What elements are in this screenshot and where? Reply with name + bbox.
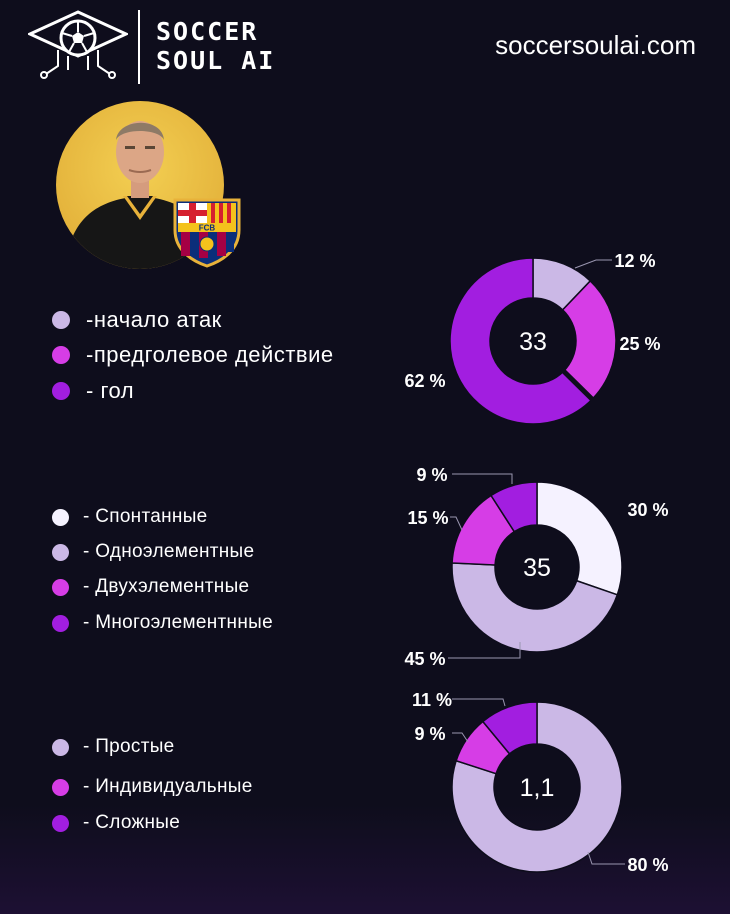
svg-text:FCB: FCB <box>199 224 216 233</box>
legend-label: - Многоэлементнные <box>83 612 273 633</box>
header: SOCCER SOUL AI soccersoulai.com <box>0 0 730 100</box>
fc-barcelona-crest: FCB <box>173 198 241 268</box>
slice-percent-label: 45 % <box>404 649 445 669</box>
donut-center-label: 33 <box>519 328 547 356</box>
legend-swatch <box>52 579 69 596</box>
slice-percent-label: 80 % <box>627 855 668 875</box>
brand-name: SOCCER SOUL AI <box>156 17 275 75</box>
legend-label: - Индивидуальные <box>83 776 253 797</box>
donut-slice <box>449 257 594 425</box>
donut-slice <box>490 481 538 533</box>
legend-swatch <box>52 509 69 526</box>
legend-label: - гол <box>86 378 135 403</box>
leader-line <box>452 473 513 484</box>
brand-line-1: SOCCER <box>156 17 259 46</box>
leader-line <box>452 732 469 743</box>
site-url: soccersoulai.com <box>495 30 696 60</box>
legend-swatch <box>52 544 69 561</box>
legend-label: - Двухэлементные <box>83 576 250 597</box>
logo-divider <box>138 10 140 84</box>
leader-line <box>452 698 506 707</box>
legend-label: - Простые <box>83 736 175 757</box>
donut-center-label: 1,1 <box>520 774 555 802</box>
legend-swatch <box>52 739 69 756</box>
donut-slice <box>561 279 617 401</box>
slice-percent-label: 25 % <box>619 334 660 354</box>
legend-label: -начало атак <box>86 307 222 332</box>
donut-center-label: 35 <box>523 554 551 582</box>
slice-percent-label: 9 % <box>414 724 445 744</box>
legend-swatch <box>52 615 69 632</box>
legend-swatch <box>52 311 70 329</box>
slice-percent-label: 62 % <box>404 371 445 391</box>
slice-percent-label: 15 % <box>407 508 448 528</box>
slice-percent-label: 30 % <box>627 500 668 520</box>
legend-label: - Спонтанные <box>83 506 208 527</box>
legend-swatch <box>52 779 69 796</box>
legend-label: -предголевое действие <box>86 342 334 367</box>
legend-swatch <box>52 346 70 364</box>
leader-line <box>587 851 625 865</box>
legend-label: - Сложные <box>83 812 181 833</box>
leader-line <box>448 642 521 659</box>
donut-slice <box>451 562 619 653</box>
slice-separator <box>560 367 596 403</box>
slice-percent-label: 9 % <box>416 465 447 485</box>
slice-percent-label: 12 % <box>614 251 655 271</box>
leader-line <box>574 259 612 269</box>
soccer-ball-logo-icon <box>28 10 128 79</box>
coach-portrait: FCB <box>56 101 241 269</box>
donut-slice <box>536 481 623 596</box>
slice-percent-label: 11 % <box>412 690 452 710</box>
brand-line-2: SOUL AI <box>156 46 276 75</box>
legend-swatch <box>52 382 70 400</box>
legend-swatch <box>52 815 69 832</box>
donut-slice <box>451 701 623 873</box>
donut-slice <box>481 701 538 755</box>
leader-line <box>450 516 463 531</box>
legend-label: - Одноэлементные <box>83 541 255 562</box>
